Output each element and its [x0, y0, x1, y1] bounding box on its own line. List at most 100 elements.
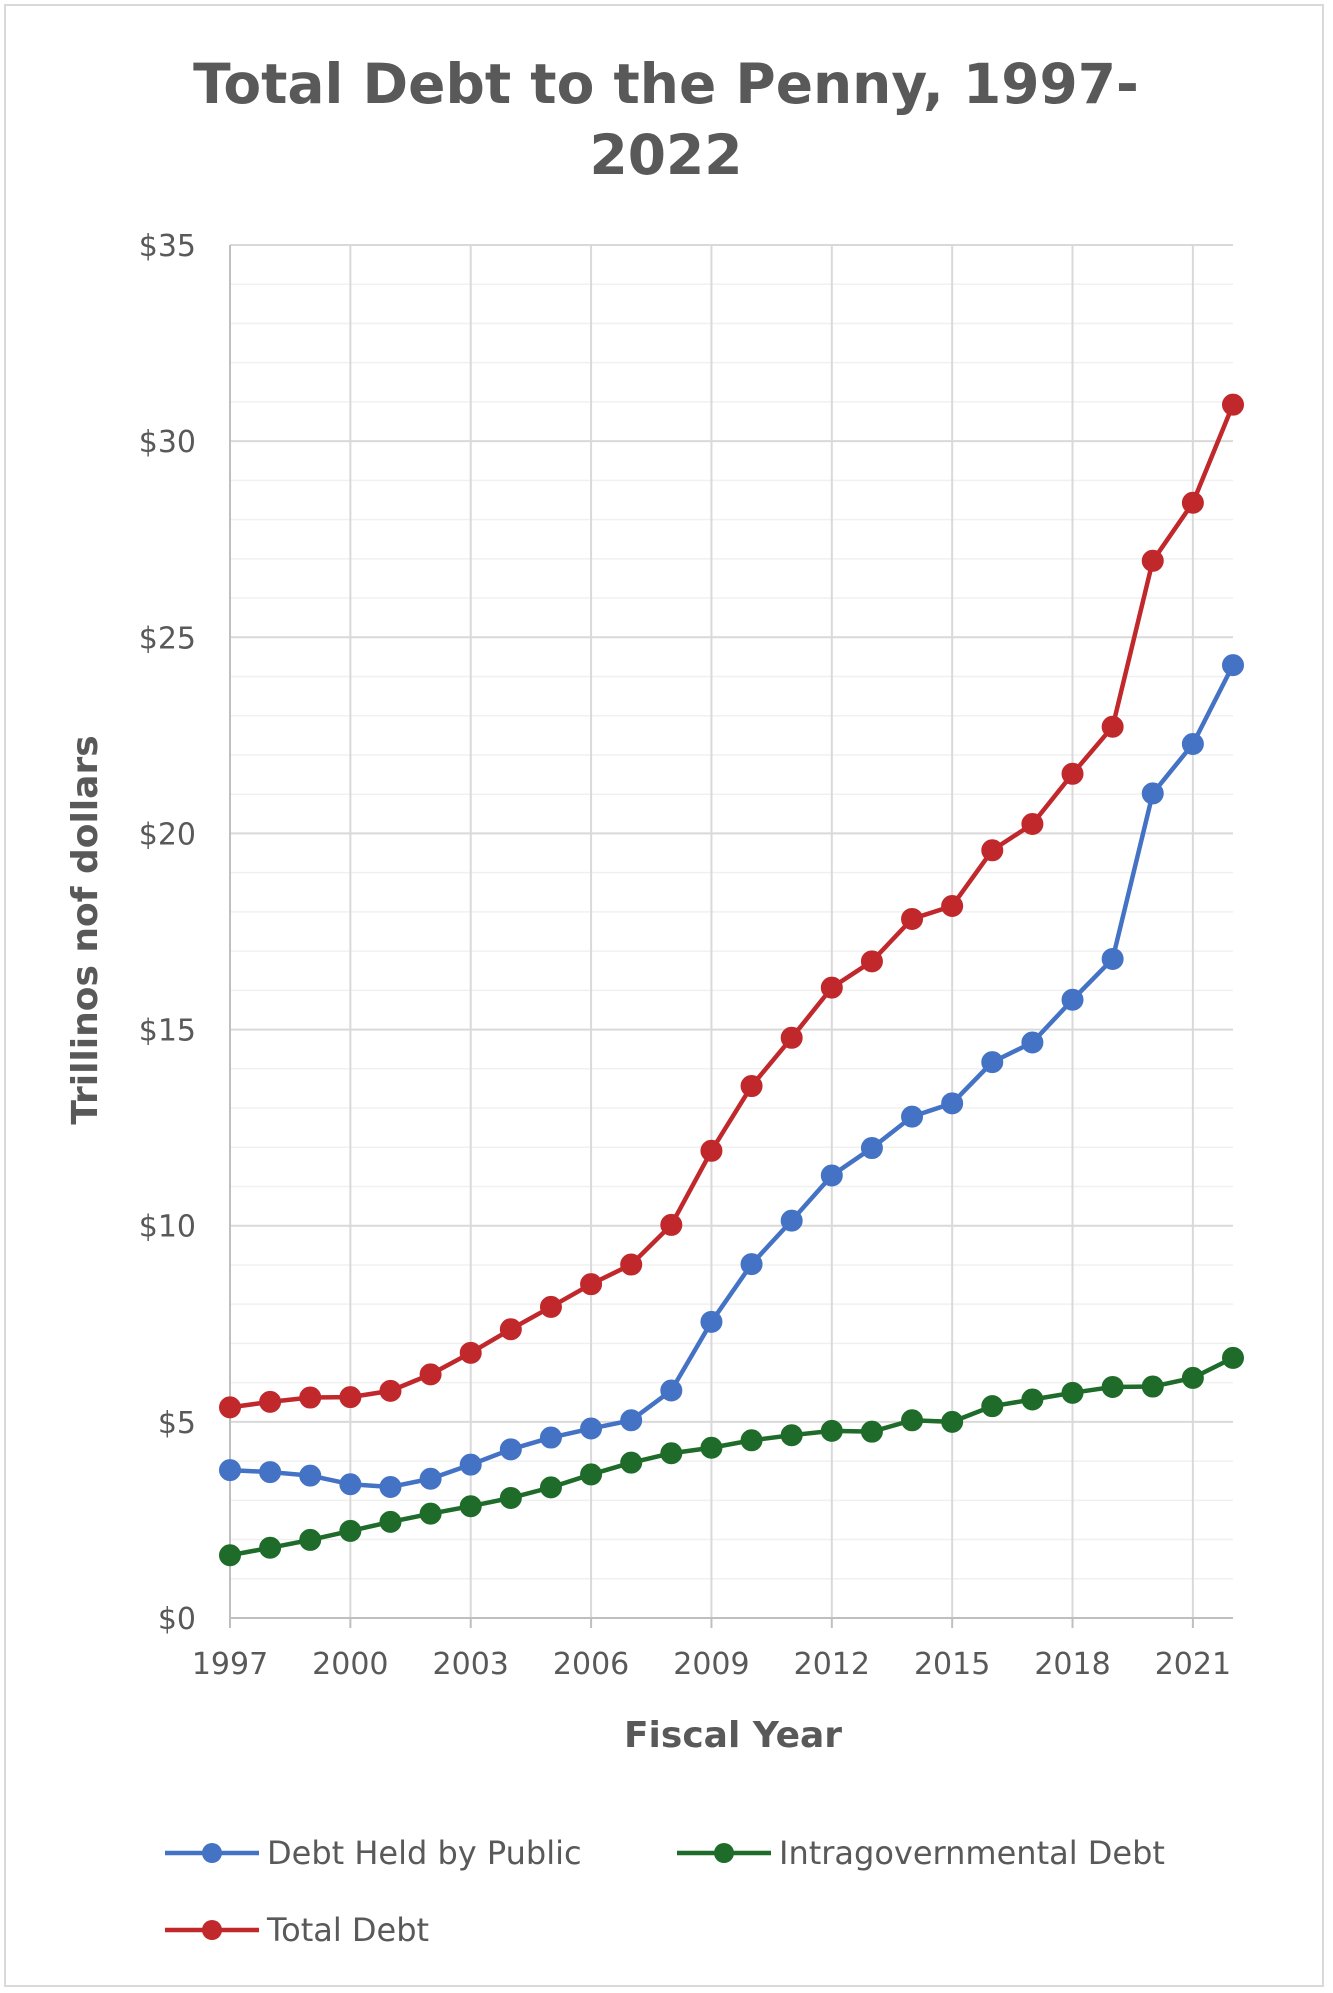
data-point [499, 1486, 522, 1509]
data-point [459, 1453, 482, 1476]
x-tick-label: 2021 [1155, 1647, 1231, 1682]
y-axis-title: Trillinos nof dollars [65, 735, 106, 1124]
x-tick-label: 1997 [192, 1647, 268, 1682]
data-point [379, 1379, 402, 1402]
data-point [539, 1476, 562, 1499]
data-point [820, 1419, 843, 1442]
legend-marker [202, 1920, 222, 1940]
series-layer [219, 393, 1244, 1567]
x-tick-label: 2018 [1034, 1647, 1110, 1682]
data-point [1101, 1375, 1124, 1398]
data-point [1222, 393, 1244, 416]
data-point [780, 1424, 803, 1447]
data-point [259, 1390, 282, 1413]
data-point [339, 1519, 362, 1542]
data-point [860, 950, 883, 973]
data-point [580, 1273, 603, 1296]
data-point [1181, 732, 1204, 755]
data-point [981, 839, 1004, 862]
data-point [660, 1379, 683, 1402]
data-point [539, 1295, 562, 1318]
x-tick-label: 2006 [553, 1647, 629, 1682]
data-point [259, 1536, 282, 1559]
data-point [780, 1026, 803, 1049]
data-point [1061, 988, 1084, 1011]
data-point [981, 1051, 1004, 1074]
axes [229, 245, 1233, 1628]
data-point [1021, 1031, 1044, 1054]
legend: Debt Held by Public Intragovernmental Deb… [165, 1834, 1165, 1949]
major-gridlines [230, 244, 1233, 1618]
y-tick-label: $30 [139, 425, 196, 460]
data-point [259, 1461, 282, 1484]
data-point [780, 1209, 803, 1232]
data-point [700, 1139, 723, 1162]
data-point [941, 1092, 964, 1115]
chart-title: Total Debt to the Penny, 1997- 2022 [193, 52, 1139, 187]
data-point [620, 1409, 643, 1432]
data-point [499, 1318, 522, 1341]
y-tick-label: $15 [139, 1014, 196, 1049]
data-point [981, 1395, 1004, 1418]
legend-label: Intragovernmental Debt [779, 1834, 1165, 1872]
data-point [299, 1528, 322, 1551]
series-line [229, 664, 1236, 1490]
data-point [339, 1386, 362, 1409]
data-point [901, 907, 924, 930]
data-point [660, 1442, 683, 1465]
data-point [1141, 782, 1164, 805]
data-point [820, 976, 843, 999]
data-point [740, 1253, 763, 1276]
data-point [941, 895, 964, 918]
y-axis-tick-labels: $0 $5 $10 $15 $20 $25 $30 $35 [139, 229, 196, 1637]
data-point [419, 1363, 442, 1386]
data-point [941, 1410, 964, 1433]
data-point [459, 1341, 482, 1364]
data-point [901, 1105, 924, 1128]
x-axis-tick-labels: 1997 2000 2003 2006 2009 2012 2015 2018 2021 [192, 1647, 1231, 1682]
legend-marker [202, 1843, 222, 1863]
legend-label: Debt Held by Public [267, 1834, 582, 1872]
data-point [1222, 654, 1244, 677]
legend-item: Intragovernmental Debt [677, 1834, 1165, 1872]
x-tick-label: 2000 [312, 1647, 388, 1682]
chart-frame [4, 4, 1324, 1987]
data-point [219, 1544, 241, 1567]
data-point [1141, 549, 1164, 572]
data-point [499, 1438, 522, 1461]
data-point [700, 1436, 723, 1459]
legend-marker [714, 1843, 734, 1863]
data-point [219, 1459, 241, 1482]
data-point [700, 1310, 723, 1333]
data-point [419, 1467, 442, 1490]
data-point [1101, 715, 1124, 738]
data-point [419, 1502, 442, 1525]
legend-item: Debt Held by Public [165, 1834, 582, 1872]
data-point [1061, 1381, 1084, 1404]
data-point [539, 1426, 562, 1449]
data-point [860, 1137, 883, 1160]
y-tick-label: $5 [158, 1406, 196, 1441]
data-point [820, 1164, 843, 1187]
data-point [379, 1475, 402, 1498]
data-point [1181, 491, 1204, 514]
data-point [1101, 947, 1124, 970]
y-tick-label: $35 [139, 229, 196, 264]
legend-item: Total Debt [165, 1911, 429, 1949]
legend-label: Total Debt [266, 1911, 429, 1949]
data-point [620, 1451, 643, 1474]
data-point [219, 1396, 241, 1419]
chart-title-line-2: 2022 [589, 123, 742, 187]
data-point [740, 1075, 763, 1098]
x-tick-label: 2012 [794, 1647, 870, 1682]
y-tick-label: $20 [139, 817, 196, 852]
x-tick-label: 2015 [914, 1647, 990, 1682]
data-point [1141, 1375, 1164, 1398]
data-point [1222, 1346, 1244, 1369]
data-point [580, 1417, 603, 1440]
x-axis-title: Fiscal Year [624, 1715, 842, 1756]
data-point [860, 1420, 883, 1443]
data-point [459, 1495, 482, 1518]
data-point [339, 1473, 362, 1496]
